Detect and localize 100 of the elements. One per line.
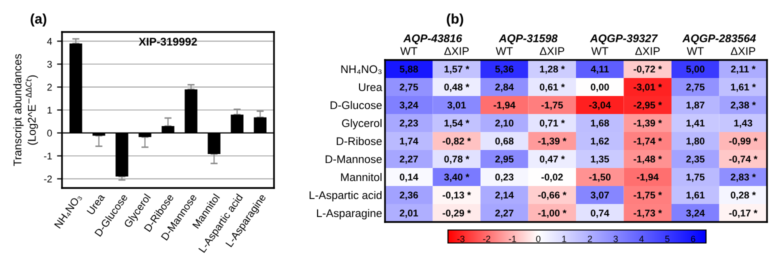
data-label: 2,35 — [686, 156, 705, 164]
text: AQGP-283564 — [682, 34, 756, 44]
data-label: -1,39 * — [634, 120, 662, 128]
data-label: 0,23 — [495, 174, 514, 182]
data-label: 1,80 — [686, 138, 704, 146]
x-tick-label: ΔXIP — [444, 47, 469, 55]
text: AQGP-39327 — [590, 34, 658, 44]
data-label: 2,38 * — [730, 102, 756, 110]
text: AQP-31598 — [498, 34, 558, 44]
data-label: 0,48 * — [444, 84, 470, 92]
data-label: 1,61 — [686, 192, 705, 200]
data-label: 2,27 — [495, 210, 514, 218]
x-tick-label: ΔXIP — [635, 47, 660, 55]
data-label: 3,07 — [590, 192, 609, 200]
data-label: 2,84 — [495, 84, 514, 92]
data-label: -0,66 * — [538, 192, 566, 200]
y-tick-label: D-Mannose — [326, 155, 382, 164]
x-tick-label: ΔXIP — [540, 47, 564, 55]
color-bar-label: 2 — [588, 236, 592, 242]
data-label: -0,74 * — [729, 156, 758, 164]
y-tick-label: Glycerol — [342, 118, 382, 130]
data-label: 1,54 * — [444, 120, 470, 128]
color-bar-label: 0 — [536, 236, 540, 242]
data-label: -1,75 * — [634, 192, 662, 200]
data-label: 2,10 — [495, 120, 514, 128]
data-label: -0,17 * — [729, 210, 758, 218]
color-bar-label: -3 — [457, 236, 465, 242]
data-label: -1,94 — [494, 102, 516, 110]
text: AQP-43816 — [403, 34, 462, 44]
data-label: -1,75 — [541, 102, 563, 110]
data-label: 1,43 — [734, 120, 752, 128]
data-label: 0,74 — [590, 210, 610, 218]
data-label: 2,36 — [400, 192, 418, 200]
y-tick-label: 2 — [47, 84, 52, 91]
data-label: 0,68 — [495, 138, 514, 146]
x-tick-label: ΔXIP — [730, 47, 756, 55]
data-label: 4,11 — [590, 66, 609, 74]
data-label: -1,48 * — [634, 156, 662, 164]
data-label: 3,24 — [400, 102, 418, 110]
color-bar-label: 4 — [639, 236, 644, 242]
data-label: 1,61 * — [731, 84, 756, 92]
data-label: -1,39 * — [538, 138, 566, 146]
x-tick-label: WT — [400, 47, 418, 55]
color-bar-label: 3 — [614, 236, 618, 242]
data-label: 1,87 — [686, 102, 704, 110]
data-label: 2,75 — [400, 84, 418, 92]
data-label: 5,00 — [686, 66, 704, 74]
data-label: 2,01 — [400, 210, 418, 218]
data-label: 3,24 — [686, 210, 705, 218]
y-tick-label: 0 — [47, 130, 52, 137]
y-tick-label: D-Glucose — [330, 100, 382, 110]
data-label: 0,14 — [400, 174, 418, 182]
data-label: 5,36 — [495, 66, 514, 74]
data-label: 5,88 — [400, 66, 418, 74]
data-label: 2,23 — [400, 120, 418, 128]
x-tick-label: WT — [591, 47, 608, 55]
data-label: 3,01 — [447, 102, 466, 110]
x-tick-label: WT — [496, 47, 513, 55]
data-label: 0,61 * — [540, 84, 565, 92]
text: (a) — [30, 14, 46, 26]
data-label: -0,99 * — [729, 138, 758, 146]
data-label: 1,74 — [400, 138, 418, 146]
data-label: 0,78 * — [444, 156, 470, 164]
data-label: 1,28 * — [540, 66, 565, 74]
color-bar-label: -2 — [483, 236, 490, 242]
data-label: 2,27 — [400, 156, 418, 164]
data-label: 2,95 — [495, 156, 514, 164]
y-tick-label: D-Ribose — [336, 136, 382, 146]
y-axis-title: Transcript abundances (Log2^E$^{−ΔΔCt}$) — [13, 54, 38, 166]
data-label: 2,11 * — [731, 66, 756, 74]
data-label: -1,94 — [636, 174, 659, 182]
data-label: 0,00 — [590, 84, 609, 92]
text: (b) — [446, 14, 464, 26]
data-label: 2,83 * — [730, 174, 756, 182]
y-tick-label: -1 — [44, 152, 52, 160]
data-label: 2,75 — [686, 84, 705, 92]
data-label: -2,95 * — [634, 102, 662, 110]
data-label: 1,68 — [591, 120, 610, 128]
data-label: 2,14 — [495, 192, 514, 200]
y-tick-label: Urea — [359, 83, 382, 92]
data-label: -3,01 * — [634, 84, 662, 92]
data-label: 1,57 * — [444, 66, 470, 74]
y-tick-label: 3 — [47, 60, 52, 68]
data-label: -0,82 * — [442, 138, 471, 146]
y-tick-label: 4 — [47, 38, 52, 45]
y-tick-label: NH₄NO₃ — [341, 65, 382, 74]
data-label: -0,29 * — [442, 210, 471, 218]
data-label: 1,41 — [686, 120, 705, 128]
data-label: -0,13 * — [442, 192, 471, 200]
data-label: -0,72 * — [634, 66, 662, 74]
data-label: 0,47 * — [540, 156, 565, 164]
y-tick-label: 1 — [48, 106, 52, 114]
color-bar-label: 5 — [665, 236, 670, 242]
x-tick-label: WT — [686, 47, 704, 55]
data-label: 1,35 — [591, 156, 610, 164]
chart-title: XIP-319992 — [138, 38, 197, 46]
data-label: 0,71 * — [540, 120, 565, 128]
data-label: -3,04 — [589, 102, 611, 110]
data-label: 1,75 — [686, 174, 705, 182]
y-tick-label: Mannitol — [341, 172, 382, 182]
